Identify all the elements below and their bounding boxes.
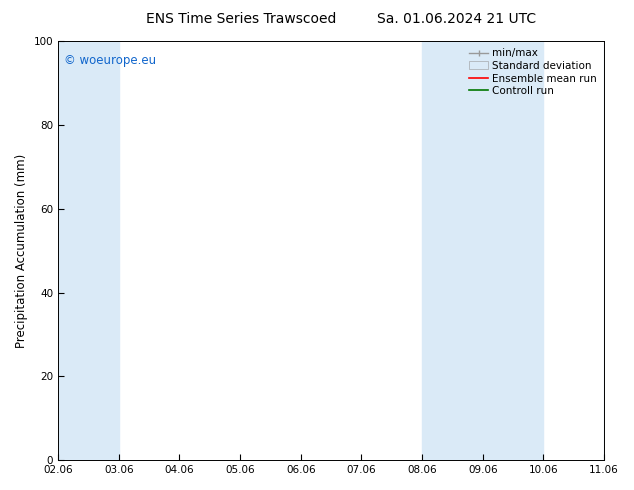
Text: © woeurope.eu: © woeurope.eu [63, 53, 155, 67]
Text: ENS Time Series Trawscoed: ENS Time Series Trawscoed [146, 12, 336, 26]
Bar [422, 41, 543, 460]
Legend: min/max, Standard deviation, Ensemble mean run, Controll run: min/max, Standard deviation, Ensemble me… [467, 46, 599, 98]
Text: Sa. 01.06.2024 21 UTC: Sa. 01.06.2024 21 UTC [377, 12, 536, 26]
Y-axis label: Precipitation Accumulation (mm): Precipitation Accumulation (mm) [15, 153, 28, 348]
Bar [58, 41, 119, 460]
Bar [604, 41, 634, 460]
